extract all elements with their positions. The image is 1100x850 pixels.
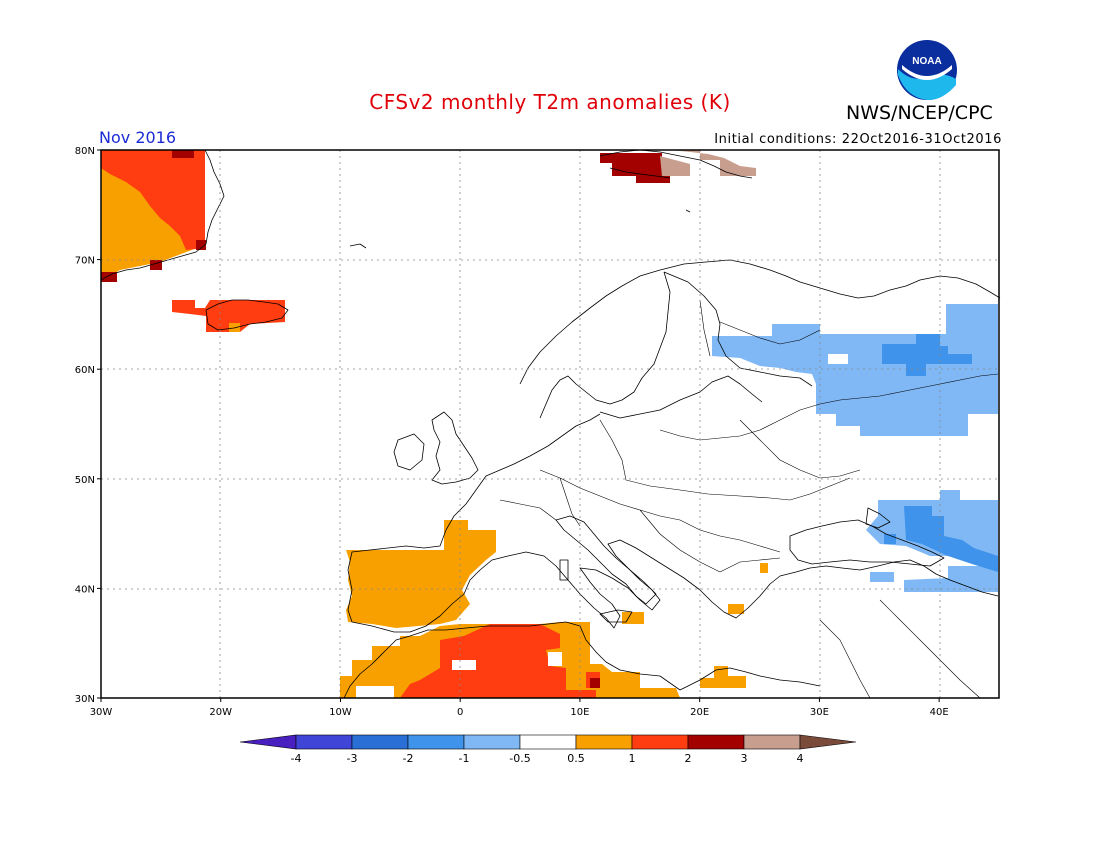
black-sea-coastline [789,519,945,567]
svalbard-very-strong-area [660,150,756,176]
border-lines [499,299,999,699]
map-frame [100,149,1000,699]
iberia-anomaly-area [346,520,496,628]
anomaly-fill-layer [101,150,998,698]
colorbar-label: 3 [741,752,748,765]
morocco-coastline [343,639,397,699]
near-normal-cell [548,652,562,666]
greece-anomaly-cell [760,563,768,573]
near-normal-cell [356,686,394,698]
greece-anomaly-cell [728,604,744,614]
crimea-coastline [865,507,891,529]
colorbar [239,734,857,750]
scandinavia-coastline [519,259,1001,385]
baltic-coastline [599,375,763,419]
forecast-period: Nov 2016 [99,128,177,147]
svalbard-coastline [599,149,753,179]
europe-mainland-coastline [347,413,999,633]
colorbar-min-triangle [239,734,297,750]
greenland-coastline [100,149,225,281]
colorbar-labels: -4 -3 -2 -1 -0.5 0.5 1 2 3 4 [291,752,804,765]
sardinia-anomaly-cell [622,612,644,624]
country-borders [499,299,999,699]
initial-conditions: Initial conditions: 22Oct2016-31Oct2016 [714,132,1002,147]
colorbar-label: 4 [797,752,804,765]
black-sea-moderate-negative-area [904,506,998,572]
colorbar-box [575,734,633,750]
russia-moderate-negative-area [882,334,972,376]
colorbar-box [463,734,521,750]
logo-text: NOAA [912,56,941,67]
lon-tick-label: 20W [209,707,232,718]
near-normal-cell [452,660,476,670]
north-africa-coastline [395,621,821,691]
lat-tick-label: 70N [75,256,95,267]
greenland-max-cell [101,272,117,282]
agency-label: NWS/NCEP/CPC [846,102,993,124]
lon-tick-label: 20E [690,707,709,718]
lat-tick-label: 50N [75,475,95,486]
greenland-strong-anomaly-area [101,150,205,250]
colorbar-box [519,734,577,750]
lon-tick-label: 30E [810,707,829,718]
iceland-anomaly-area [172,300,285,332]
colorbar-label: 0.5 [567,752,585,765]
north-africa-strong-anomaly-area [400,624,596,698]
lon-tick-label: 40E [930,707,949,718]
sicily-coastline [599,609,633,623]
lon-tick-label: 10W [329,707,352,718]
colorbar-box [743,734,801,750]
lat-tick-label: 80N [75,146,95,157]
iceland-coastline [205,299,289,331]
greenland-max-cell [150,260,162,270]
axis-ticks [97,149,940,702]
colorbar-label: -3 [347,752,358,765]
gulf-of-bothnia-coastline [539,271,671,419]
colorbar-box [407,734,465,750]
lat-tick-label: 40N [75,584,95,595]
sardinia-coastline [559,559,569,581]
colorbar-label: -2 [403,752,414,765]
colorbar-label: 1 [629,752,636,765]
colorbar-box [351,734,409,750]
britain-coastline [431,411,479,485]
colorbar-max-triangle [799,734,857,750]
colorbar-label: -0.5 [509,752,530,765]
arctic-islands-coastline [349,209,691,249]
black-sea-moderate-cell [884,534,896,544]
greenland-max-cell [196,240,206,250]
italy-coastline [555,515,657,605]
map-title: CFSv2 monthly T2m anomalies (K) [369,90,731,114]
russia-negative-anomaly-area [712,304,998,436]
ireland-coastline [393,433,425,471]
greenland-max-cell [172,150,194,158]
colorbar-label: -4 [291,752,302,765]
colorbar-label: 2 [685,752,692,765]
lat-tick-label: 60N [75,365,95,376]
axis-tick-labels: 80N 70N 60N 50N 40N 30N 30W 20W 10W 0 10E 20E 30E 40E [75,146,949,718]
lon-tick-label: 0 [457,707,463,718]
finland-coastline [663,271,813,387]
noaa-logo-icon: NOAA [897,40,957,101]
colorbar-box [687,734,745,750]
lon-tick-label: 30W [90,707,113,718]
graticule [101,150,998,698]
coastlines [100,149,1001,699]
lon-tick-label: 10E [570,707,589,718]
north-africa-max-cell [590,678,600,688]
colorbar-box [631,734,689,750]
colorbar-label: -1 [459,752,470,765]
lat-tick-label: 30N [75,694,95,705]
colorbar-box [295,734,353,750]
near-normal-cell [828,354,848,364]
